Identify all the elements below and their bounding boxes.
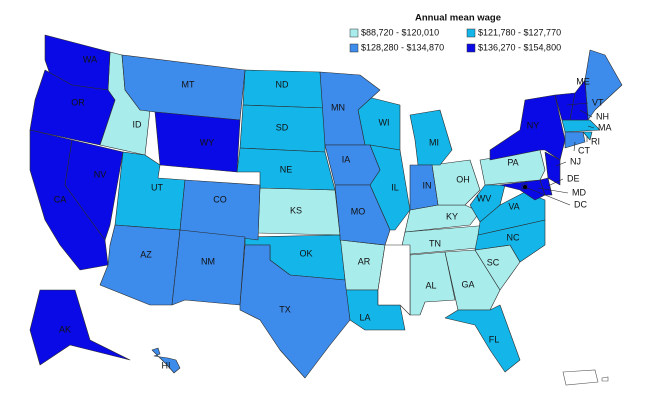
state [239, 244, 351, 379]
leader-line [537, 187, 569, 194]
state [151, 347, 181, 374]
legend-swatch [466, 43, 476, 53]
state-label: AZ [140, 249, 152, 259]
state [544, 151, 561, 186]
state [99, 224, 181, 306]
state-label: WY [200, 137, 215, 147]
state-label: NC [507, 232, 520, 242]
state-label: NH [596, 111, 609, 121]
state-label: PA [507, 157, 518, 167]
state-label: NJ [570, 156, 581, 166]
state [561, 119, 601, 133]
state [64, 139, 124, 241]
state-label: WI [379, 117, 390, 127]
state [444, 304, 521, 373]
legend-title: Annual mean wage [415, 13, 501, 24]
state-label: WA [83, 54, 97, 64]
state-label: RI [591, 136, 600, 146]
state-label: KY [446, 211, 458, 221]
state-no-data [377, 244, 411, 316]
state-label: MO [351, 206, 366, 216]
state [409, 164, 439, 211]
territory [562, 369, 599, 386]
marker-dot [523, 185, 527, 189]
state-label: VT [592, 97, 604, 107]
state-label: NV [94, 169, 107, 179]
state-label: MA [598, 122, 612, 132]
state-label: CT [578, 145, 590, 155]
leader-line [566, 102, 589, 106]
state-label: MI [429, 137, 439, 147]
state-label: MN [331, 102, 345, 112]
state-label: LA [359, 312, 370, 322]
state-label: WV [477, 193, 492, 203]
legend-label: $128,280 - $134,870 [361, 42, 444, 52]
state-label: AL [425, 280, 436, 290]
state-label: SC [487, 257, 500, 267]
state-label: NY [527, 120, 540, 130]
state-label: MD [572, 187, 586, 197]
state-label: TN [429, 238, 441, 248]
state-label: ME [576, 76, 590, 86]
state-label: OR [71, 97, 85, 107]
state-label: OK [299, 248, 312, 258]
state-label: TX [279, 304, 291, 314]
state-label: AR [358, 256, 371, 266]
state [409, 109, 453, 166]
leader-line [579, 109, 593, 118]
state [477, 191, 546, 236]
state [154, 111, 241, 173]
state [539, 177, 553, 196]
state [171, 229, 246, 306]
leader-line [573, 141, 576, 152]
state-label: AK [59, 324, 71, 334]
legend-label: $88,720 - $120,010 [361, 27, 439, 37]
state-label: CO [213, 194, 227, 204]
state [569, 79, 589, 121]
territory [601, 376, 609, 382]
state [489, 94, 566, 161]
legend-swatch [349, 43, 359, 53]
state [29, 289, 131, 366]
legend-swatch [349, 28, 359, 38]
state [324, 144, 381, 186]
state [564, 131, 586, 149]
state-label: GA [461, 279, 474, 289]
state-label: NE [280, 164, 293, 174]
state-label: IA [342, 154, 351, 164]
leader-line [555, 161, 567, 167]
state-label: NM [201, 256, 215, 266]
legend-swatch [466, 28, 476, 38]
state [584, 49, 623, 121]
state-label: KS [290, 205, 302, 215]
state-label: IN [423, 180, 432, 190]
leader-line [547, 178, 564, 187]
state [179, 179, 261, 241]
state-label: DE [567, 173, 580, 183]
legend-label: $121,780 - $127,770 [478, 27, 561, 37]
state-label: CA [54, 194, 67, 204]
state-label: SD [276, 122, 289, 132]
state [582, 131, 593, 141]
leader-line [587, 125, 595, 129]
leader-line [524, 186, 571, 206]
state-label: MT [182, 79, 195, 89]
state-label: VA [508, 201, 519, 211]
state [444, 249, 501, 311]
state [499, 179, 546, 201]
state [29, 69, 116, 146]
state-label: OH [456, 174, 470, 184]
state-label: ID [133, 119, 143, 129]
legend-label: $136,270 - $154,800 [478, 42, 561, 52]
state-label: FL [489, 334, 500, 344]
state-label: HI [162, 360, 171, 370]
state-label: ND [276, 79, 289, 89]
state-label: DC [574, 199, 587, 209]
state-label: IL [391, 182, 399, 192]
state-label: UT [151, 182, 163, 192]
